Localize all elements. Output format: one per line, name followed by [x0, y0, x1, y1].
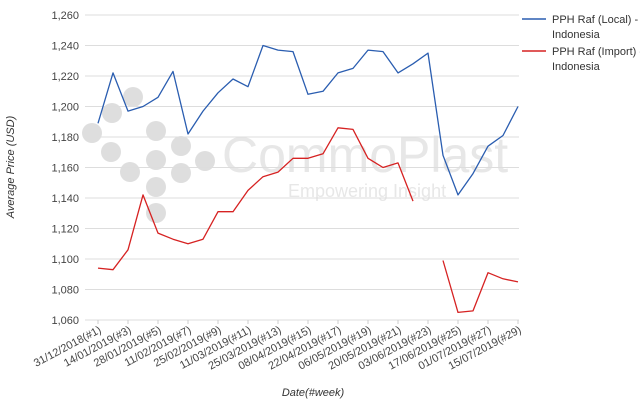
data-point-import[interactable] — [246, 188, 251, 193]
data-point-import[interactable] — [366, 156, 371, 161]
data-point-local[interactable] — [186, 131, 191, 136]
data-point-local[interactable] — [486, 144, 491, 149]
data-point-import[interactable] — [261, 174, 266, 179]
y-tick-label: 1,180 — [51, 132, 79, 144]
data-point-import[interactable] — [516, 279, 521, 284]
plot-area — [96, 43, 521, 315]
data-point-local[interactable] — [471, 171, 476, 176]
data-point-import[interactable] — [456, 310, 461, 315]
watermark-brand: CommoPlast — [222, 127, 508, 183]
data-point-import[interactable] — [126, 247, 131, 252]
data-point-import[interactable] — [216, 209, 221, 214]
data-point-import[interactable] — [171, 237, 176, 242]
data-point-import[interactable] — [201, 237, 206, 242]
data-point-import[interactable] — [231, 209, 236, 214]
y-tick-label: 1,100 — [51, 254, 79, 266]
data-point-import[interactable] — [441, 258, 446, 263]
data-point-import[interactable] — [501, 276, 506, 281]
data-point-local[interactable] — [366, 48, 371, 53]
x-axis-title: Date(#week) — [282, 387, 345, 399]
series-line-local[interactable] — [97, 44, 519, 196]
data-point-import[interactable] — [486, 270, 491, 275]
y-tick-label: 1,060 — [51, 315, 79, 327]
data-point-local[interactable] — [396, 70, 401, 75]
gridlines — [85, 14, 519, 321]
data-point-local[interactable] — [411, 61, 416, 66]
data-point-local[interactable] — [306, 92, 311, 97]
x-axis: 31/12/2018(#1)14/01/2019(#3)28/01/2019(#… — [32, 320, 523, 373]
series-line-import[interactable] — [97, 127, 519, 314]
legend-item-local[interactable]: PPH Raf (Local) - Indonesia — [522, 14, 639, 41]
data-point-import[interactable] — [471, 308, 476, 313]
data-point-local[interactable] — [201, 109, 206, 114]
data-point-local[interactable] — [231, 77, 236, 82]
data-point-local[interactable] — [141, 104, 146, 109]
y-tick-label: 1,080 — [51, 285, 79, 297]
y-tick-label: 1,140 — [51, 193, 79, 205]
data-point-local[interactable] — [96, 121, 101, 126]
data-point-local[interactable] — [381, 49, 386, 54]
data-point-local[interactable] — [156, 95, 161, 100]
data-point-local[interactable] — [261, 43, 266, 48]
legend-label-local-line2: Indonesia — [552, 29, 601, 41]
dot-cluster-logo-icon — [82, 87, 215, 223]
legend-label-local-line1: PPH Raf (Local) - — [552, 14, 639, 26]
data-point-import[interactable] — [411, 199, 416, 204]
data-point-local[interactable] — [171, 69, 176, 74]
data-point-local[interactable] — [501, 133, 506, 138]
data-point-local[interactable] — [246, 84, 251, 89]
data-point-import[interactable] — [186, 241, 191, 246]
legend-label-import-line2: Indonesia — [552, 61, 601, 73]
data-point-local[interactable] — [321, 89, 326, 94]
data-point-local[interactable] — [456, 192, 461, 197]
y-axis: 1,060 1,080 1,100 1,120 1,140 1,160 1,180 1,200… — [51, 10, 79, 327]
data-point-local[interactable] — [126, 109, 131, 114]
data-point-import[interactable] — [291, 156, 296, 161]
data-point-import[interactable] — [156, 231, 161, 236]
data-point-import[interactable] — [351, 127, 356, 132]
data-point-import[interactable] — [321, 151, 326, 156]
data-point-local[interactable] — [516, 104, 521, 109]
legend-label-import-line1: PPH Raf (Import) - — [552, 46, 640, 58]
data-point-import[interactable] — [111, 267, 116, 272]
y-tick-label: 1,260 — [51, 10, 79, 22]
data-point-local[interactable] — [441, 153, 446, 158]
watermark: CommoPlast Empowering Insight — [82, 87, 508, 223]
y-tick-label: 1,160 — [51, 163, 79, 175]
data-point-import[interactable] — [276, 170, 281, 175]
y-tick-label: 1,200 — [51, 102, 79, 114]
data-point-import[interactable] — [141, 192, 146, 197]
data-point-local[interactable] — [426, 51, 431, 56]
data-point-local[interactable] — [111, 70, 116, 75]
data-point-import[interactable] — [381, 165, 386, 170]
y-tick-label: 1,220 — [51, 71, 79, 83]
y-tick-label: 1,240 — [51, 41, 79, 53]
y-tick-label: 1,120 — [51, 224, 79, 236]
data-point-local[interactable] — [351, 66, 356, 71]
data-point-local[interactable] — [216, 90, 221, 95]
legend: PPH Raf (Local) - Indonesia PPH Raf (Imp… — [522, 14, 640, 73]
legend-item-import[interactable]: PPH Raf (Import) - Indonesia — [522, 46, 640, 73]
data-point-import[interactable] — [336, 125, 341, 130]
data-point-local[interactable] — [291, 49, 296, 54]
y-axis-title: Average Price (USD) — [5, 115, 17, 219]
data-point-local[interactable] — [276, 48, 281, 53]
data-point-import[interactable] — [396, 160, 401, 165]
data-point-import[interactable] — [96, 266, 101, 271]
data-point-local[interactable] — [336, 70, 341, 75]
data-point-import[interactable] — [306, 156, 311, 161]
